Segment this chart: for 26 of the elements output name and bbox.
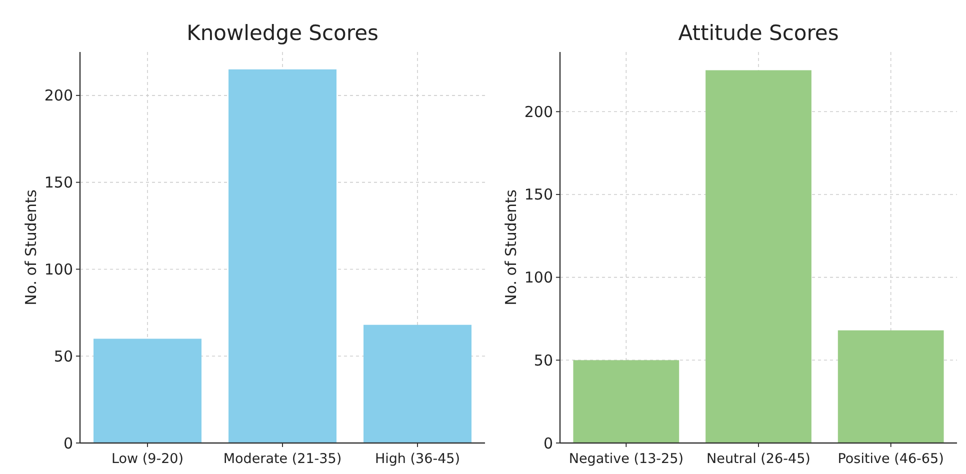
y-tick-label: 0 <box>543 434 553 452</box>
y-axis-title: No. of Students <box>22 189 40 306</box>
y-tick-label: 200 <box>44 86 73 105</box>
bar <box>573 360 680 443</box>
y-tick-label: 100 <box>524 268 553 287</box>
x-tick-label: Neutral (26-45) <box>706 451 810 467</box>
x-tick-label: Positive (46-65) <box>838 451 944 467</box>
bar <box>94 338 202 443</box>
x-tick-label: Negative (13-25) <box>568 451 684 467</box>
bar <box>228 69 336 443</box>
y-tick-label: 150 <box>524 186 553 204</box>
bar <box>364 324 472 443</box>
chart-title: Knowledge Scores <box>186 21 378 45</box>
y-tick-label: 100 <box>44 260 73 278</box>
y-tick-label: 50 <box>534 351 553 370</box>
bar <box>838 330 944 443</box>
x-tick-label: Low (9-20) <box>111 451 184 467</box>
x-tick-label: Moderate (21-35) <box>223 451 342 467</box>
x-tick-label: High (36-45) <box>374 451 460 467</box>
y-tick-label: 200 <box>524 102 553 121</box>
y-tick-label: 50 <box>54 347 73 366</box>
chart-title: Attitude Scores <box>678 21 839 45</box>
bar <box>706 70 812 443</box>
y-tick-label: 150 <box>44 174 73 192</box>
y-tick-label: 0 <box>63 434 73 452</box>
y-axis-title: No. of Students <box>502 189 520 306</box>
